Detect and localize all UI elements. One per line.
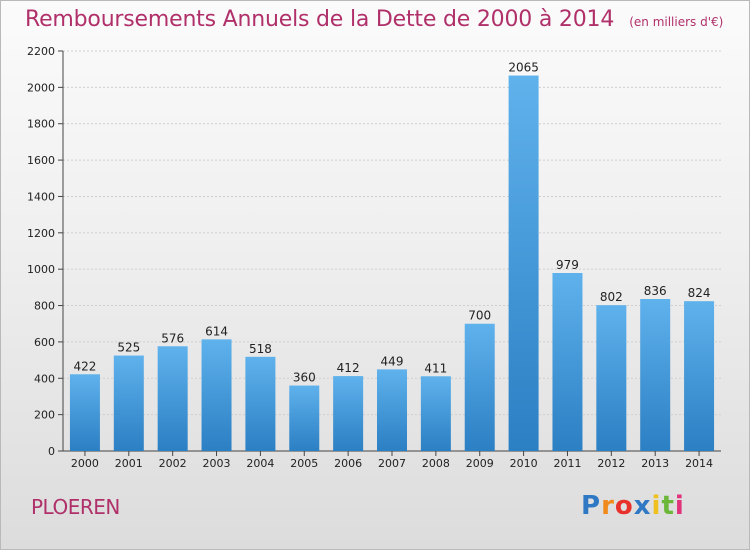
bar-2009 — [464, 323, 495, 451]
bar-2007 — [377, 369, 407, 451]
bar-value-label: 422 — [73, 359, 96, 373]
bar-2011 — [552, 273, 583, 451]
chart-title-block: Remboursements Annuels de la Dette de 20… — [25, 7, 723, 32]
bar-2003 — [201, 339, 232, 451]
bar-value-label: 449 — [381, 354, 404, 368]
bar-value-label: 2065 — [508, 61, 539, 75]
bar-value-label: 518 — [249, 342, 272, 356]
bar-2005 — [289, 385, 320, 451]
x-tick-label: 2013 — [641, 457, 669, 470]
x-tick-label: 2010 — [510, 457, 538, 470]
bar-value-label: 700 — [468, 309, 491, 323]
y-tick-label: 1800 — [27, 118, 55, 131]
logo-letter: i — [674, 491, 685, 521]
x-tick-label: 2014 — [685, 457, 713, 470]
bar-2013 — [640, 299, 671, 451]
x-tick-label: 2001 — [115, 457, 143, 470]
y-tick-label: 1000 — [27, 263, 55, 276]
y-tick-label: 400 — [34, 372, 55, 385]
bar-2006 — [333, 376, 364, 451]
bar-value-label: 802 — [600, 290, 623, 304]
x-tick-label: 2006 — [334, 457, 362, 470]
x-tick-label: 2002 — [159, 457, 187, 470]
logo-letter: P — [581, 491, 602, 521]
bar-2001 — [113, 355, 144, 451]
y-tick-label: 2000 — [27, 81, 55, 94]
logo-letter: r — [601, 491, 615, 521]
bar-value-label: 979 — [556, 258, 579, 272]
bar-value-label: 360 — [293, 371, 316, 385]
city-name: PLOEREN — [31, 495, 120, 519]
y-tick-label: 1200 — [27, 227, 55, 240]
y-tick-label: 0 — [48, 445, 55, 458]
y-tick-label: 1600 — [27, 154, 55, 167]
x-tick-label: 2008 — [422, 457, 450, 470]
bar-value-label: 576 — [161, 331, 184, 345]
bar-value-label: 411 — [424, 361, 447, 375]
bar-2010 — [508, 75, 539, 451]
bar-value-label: 412 — [337, 361, 360, 375]
x-tick-label: 2012 — [597, 457, 625, 470]
x-tick-label: 2005 — [290, 457, 318, 470]
chart-subtitle: (en milliers d'€) — [629, 15, 724, 29]
x-tick-label: 2000 — [71, 457, 99, 470]
x-tick-label: 2003 — [203, 457, 231, 470]
bars — [69, 75, 715, 451]
bar-2000 — [69, 374, 100, 451]
y-tick-label: 600 — [34, 336, 55, 349]
chart-title: Remboursements Annuels de la Dette de 20… — [25, 7, 615, 32]
bar-2008 — [420, 376, 451, 451]
y-tick-label: 800 — [34, 300, 55, 313]
bar-value-label: 824 — [688, 286, 711, 300]
logo-letter: o — [614, 491, 634, 521]
x-tick-label: 2009 — [466, 457, 494, 470]
y-tick-label: 2200 — [27, 45, 55, 58]
axes: 0 200 400 600 800 1000 1200 1400 1600 1800 2000 220… — [27, 45, 721, 470]
x-tick-label: 2004 — [246, 457, 274, 470]
logo-letter: x — [633, 491, 652, 521]
bar-value-label: 614 — [205, 324, 228, 338]
bar-value-label: 836 — [644, 284, 667, 298]
bar-2014 — [684, 301, 715, 451]
x-tick-label: 2011 — [553, 457, 581, 470]
data-labels: 422 525 576 614 518 360 412 449 411 700 2065 979 802… — [73, 61, 710, 385]
bar-2004 — [245, 356, 276, 451]
y-tick-label: 200 — [34, 409, 55, 422]
proxiti-logo[interactable]: Proxiti — [581, 491, 685, 521]
y-tick-label: 1400 — [27, 190, 55, 203]
bar-2012 — [596, 305, 627, 451]
x-tick-label: 2007 — [378, 457, 406, 470]
bar-2002 — [157, 346, 188, 451]
logo-letter: i — [651, 491, 662, 521]
logo-letter: t — [661, 491, 675, 521]
bar-value-label: 525 — [117, 341, 140, 355]
